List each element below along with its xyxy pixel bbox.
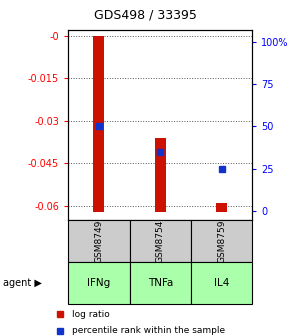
FancyBboxPatch shape: [130, 220, 191, 262]
FancyBboxPatch shape: [68, 220, 130, 262]
Bar: [216, 203, 227, 212]
Text: TNFa: TNFa: [148, 278, 173, 288]
Text: IL4: IL4: [214, 278, 229, 288]
Text: GSM8759: GSM8759: [217, 219, 226, 263]
Text: GDS498 / 33395: GDS498 / 33395: [94, 9, 196, 22]
Bar: [155, 138, 166, 212]
FancyBboxPatch shape: [191, 262, 252, 304]
FancyBboxPatch shape: [68, 262, 130, 304]
Bar: [93, 36, 104, 212]
FancyBboxPatch shape: [191, 220, 252, 262]
Text: GSM8754: GSM8754: [156, 219, 165, 263]
Text: GSM8749: GSM8749: [94, 219, 103, 263]
FancyBboxPatch shape: [130, 262, 191, 304]
Text: agent ▶: agent ▶: [3, 278, 42, 288]
Text: IFNg: IFNg: [87, 278, 110, 288]
Text: log ratio: log ratio: [72, 310, 109, 319]
Text: percentile rank within the sample: percentile rank within the sample: [72, 326, 225, 335]
